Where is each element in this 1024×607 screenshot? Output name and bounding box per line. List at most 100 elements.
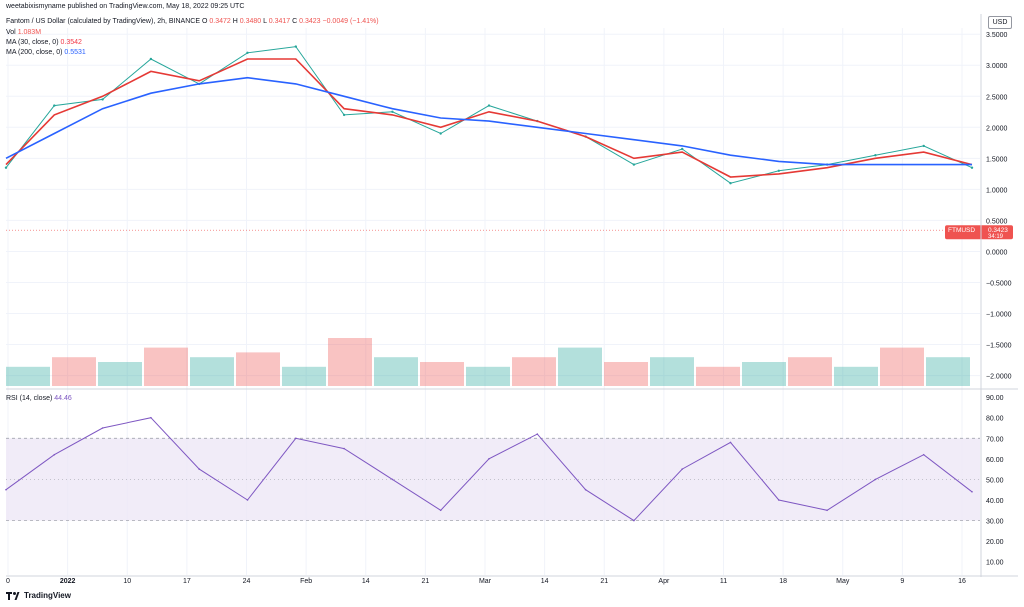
volume-bar — [98, 362, 142, 386]
price-axis-label: 3.5000 — [986, 32, 1008, 39]
time-axis-label: 21 — [600, 578, 608, 585]
rsi-point — [439, 509, 442, 512]
volume-bar — [742, 362, 786, 386]
volume-bar — [328, 338, 372, 386]
price-series-2 — [5, 76, 972, 166]
rsi-axis-label: 60.00 — [986, 457, 1004, 464]
time-axis-label: 14 — [362, 578, 370, 585]
rsi-point — [343, 447, 345, 450]
time-axis-label: 9 — [900, 578, 904, 585]
volume-bar — [880, 347, 924, 386]
volume-bar — [190, 357, 234, 386]
rsi-point — [922, 453, 925, 456]
rsi-legend[interactable]: RSI (14, close) 44.46 — [6, 395, 72, 402]
rsi-axis-label: 20.00 — [986, 539, 1004, 546]
rsi-point — [778, 499, 780, 501]
rsi-band — [6, 438, 980, 521]
price-axis-label: 2.5000 — [986, 94, 1008, 101]
time-axis-label: 17 — [183, 578, 191, 585]
price-point — [53, 104, 56, 107]
last-price-symbol: FTMUSD — [948, 227, 975, 234]
price-point — [4, 166, 8, 169]
currency-badge[interactable]: USD — [988, 16, 1012, 29]
price-axis-label: 1.0000 — [986, 187, 1008, 194]
price-axis-label: −0.5000 — [986, 280, 1012, 287]
rsi-point — [874, 478, 877, 481]
time-axis-label: 2022 — [60, 578, 76, 585]
price-point — [922, 144, 925, 148]
last-price-countdown: 34:19 — [988, 234, 1004, 240]
price-point — [729, 182, 732, 185]
volume-bar — [696, 366, 740, 386]
price-point — [970, 166, 974, 169]
ma200-legend[interactable]: MA (200, close, 0) 0.5531 — [6, 49, 86, 56]
ma200-label: MA (200, close, 0) — [6, 49, 63, 56]
ma30-label: MA (30, close, 0) — [6, 39, 59, 46]
rsi-point — [5, 488, 7, 491]
footer-brand-text: TradingView — [24, 591, 71, 600]
volume-bar — [834, 366, 878, 386]
price-point — [342, 113, 346, 117]
ohlc-h-label: H — [232, 18, 238, 25]
rsi-value: 44.46 — [54, 395, 72, 402]
vol-legend[interactable]: Vol 1.083M — [6, 29, 41, 36]
rsi-axis-label: 50.00 — [986, 477, 1004, 484]
rsi-axis-label: 40.00 — [986, 498, 1004, 505]
ma30-legend[interactable]: MA (30, close, 0) 0.3542 — [6, 39, 82, 46]
volume-bar — [650, 357, 694, 386]
rsi-axis-label: 10.00 — [986, 560, 1004, 567]
time-axis-label: 11 — [720, 578, 727, 585]
time-axis-label: Feb — [300, 578, 312, 585]
time-axis-label: 18 — [779, 578, 787, 585]
price-point — [777, 169, 780, 172]
vol-value: 1.083M — [17, 29, 42, 36]
ohlc-o-label: O — [201, 18, 208, 25]
volume-bar — [420, 362, 464, 386]
price-point — [101, 98, 104, 101]
time-axis-label: 24 — [243, 578, 251, 585]
footer-brand[interactable]: TradingView — [6, 591, 71, 600]
rsi-point — [246, 499, 249, 501]
volume-bar — [282, 366, 326, 386]
price-axis-label: 2.0000 — [986, 125, 1008, 132]
time-axis-label: 21 — [421, 578, 429, 585]
volume-bar — [236, 352, 280, 386]
price-series-1 — [5, 58, 973, 178]
rsi-axis-label: 90.00 — [986, 395, 1004, 402]
price-axis-label: 0.0000 — [986, 249, 1008, 256]
price-axis-label: 0.5000 — [986, 218, 1008, 225]
vol-label: Vol — [6, 29, 16, 36]
rsi-axis-label: 80.00 — [986, 416, 1004, 423]
volume-bar — [558, 347, 602, 386]
price-axis-label: −1.5000 — [986, 343, 1012, 350]
time-axis-label: Apr — [658, 578, 670, 585]
price-series-0 — [5, 46, 973, 184]
ohlc-h-value: 0.3480 — [239, 18, 262, 25]
time-axis-label: Mar — [479, 578, 492, 585]
time-axis-label: May — [836, 578, 850, 585]
symbol-title-text: Fantom / US Dollar (calculated by Tradin… — [6, 18, 201, 25]
rsi-axis-label: 70.00 — [986, 436, 1004, 443]
ohlc-c-value: 0.3423 — [299, 18, 321, 25]
volume-bar — [144, 347, 188, 386]
rsi-point — [488, 458, 490, 460]
volume-bar — [466, 366, 510, 386]
price-point — [487, 104, 491, 107]
rsi-point — [681, 468, 683, 470]
volume-bar — [604, 362, 648, 386]
ohlc-l-label: L — [263, 18, 267, 25]
rsi-point — [150, 416, 152, 419]
ma200-value: 0.5531 — [64, 49, 86, 56]
tradingview-logo-icon — [6, 591, 20, 600]
rsi-point — [536, 433, 539, 435]
last-price-value: 0.3423 — [988, 227, 1008, 234]
rsi-point — [633, 519, 635, 522]
rsi-label: RSI (14, close) — [6, 395, 53, 402]
volume-bar — [52, 357, 96, 386]
symbol-title: Fantom / US Dollar (calculated by Tradin… — [6, 18, 379, 25]
ma30-value: 0.3542 — [60, 39, 82, 46]
time-axis-label: 14 — [541, 578, 549, 585]
volume-bar — [926, 357, 970, 386]
rsi-point — [295, 437, 297, 440]
